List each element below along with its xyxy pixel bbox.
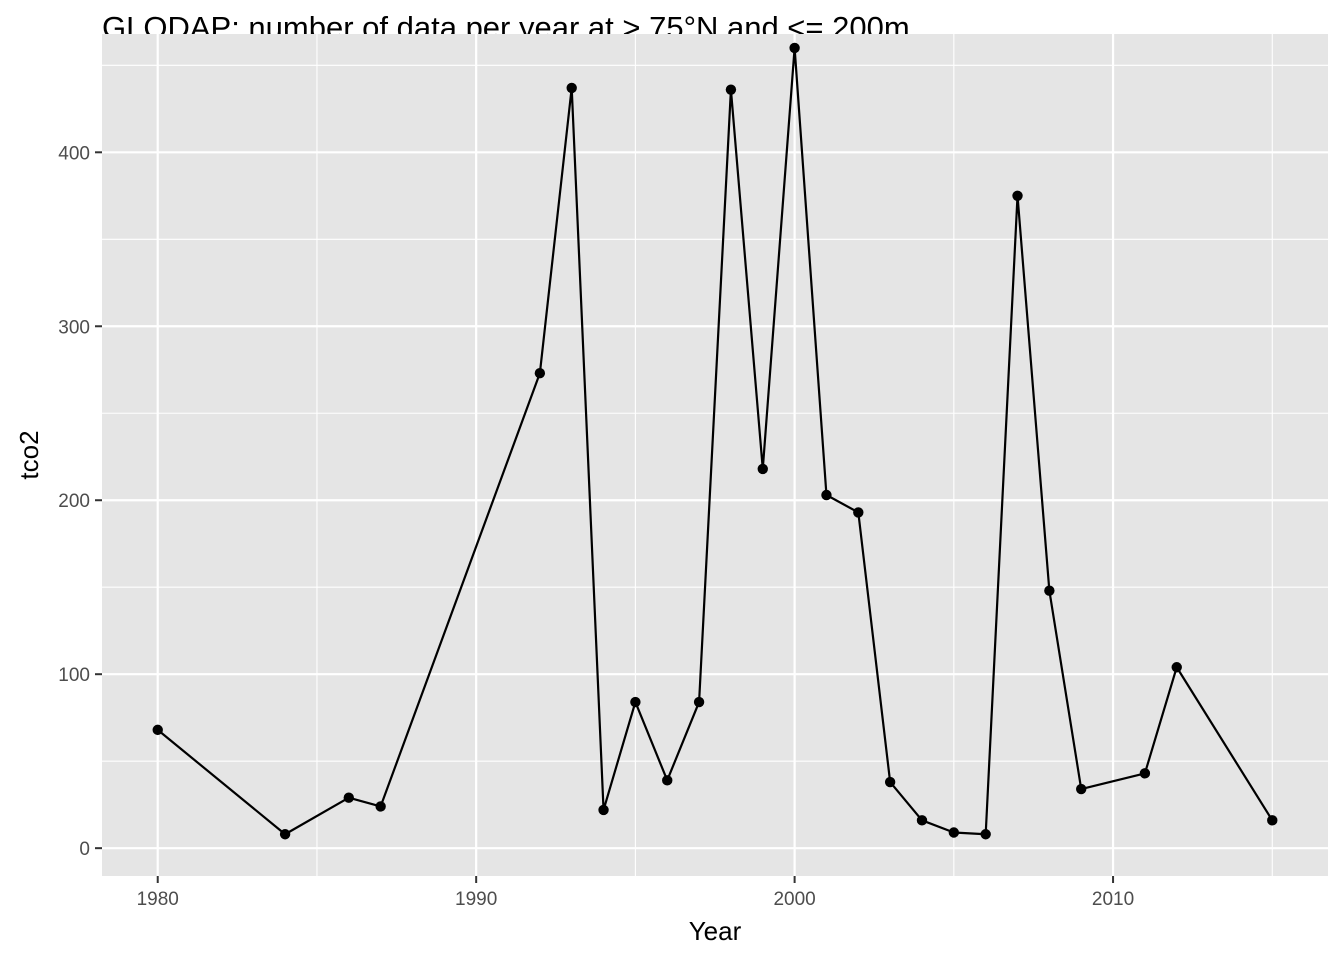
data-point bbox=[279, 829, 291, 840]
major-gridlines bbox=[102, 34, 1328, 876]
x-axis: 1980 1990 2000 2010 bbox=[137, 876, 1134, 910]
data-point bbox=[566, 82, 577, 94]
x-tick-label: 1990 bbox=[455, 889, 497, 910]
data-point bbox=[789, 42, 800, 54]
data-point bbox=[343, 792, 354, 803]
data-point bbox=[725, 84, 737, 95]
data-point bbox=[662, 775, 673, 786]
y-axis-title: tco2 bbox=[14, 430, 44, 479]
data-point bbox=[534, 368, 546, 379]
data-point bbox=[152, 724, 163, 736]
x-tick-label: 1980 bbox=[137, 889, 179, 910]
data-points bbox=[152, 42, 1278, 840]
data-point bbox=[375, 801, 386, 812]
data-point bbox=[1012, 190, 1023, 201]
data-point bbox=[821, 489, 832, 501]
data-point bbox=[853, 507, 864, 518]
data-point bbox=[630, 696, 641, 708]
y-tick-label: 0 bbox=[79, 839, 90, 860]
data-point bbox=[757, 463, 768, 475]
data-point bbox=[916, 815, 928, 826]
data-point bbox=[693, 696, 705, 708]
data-point bbox=[980, 829, 991, 840]
y-tick-label: 400 bbox=[58, 143, 90, 164]
data-point bbox=[884, 776, 896, 788]
x-tick-label: 2010 bbox=[1092, 889, 1134, 910]
data-point bbox=[1139, 768, 1151, 779]
y-tick-label: 100 bbox=[58, 665, 90, 686]
data-point bbox=[598, 804, 609, 816]
minor-gridlines bbox=[102, 34, 1328, 876]
y-axis: 0 100 200 300 400 bbox=[58, 143, 102, 860]
x-tick-label: 2000 bbox=[773, 889, 815, 910]
y-tick-label: 300 bbox=[58, 317, 90, 338]
data-point bbox=[1267, 815, 1278, 826]
plot-panel bbox=[102, 34, 1328, 876]
y-tick-label: 200 bbox=[58, 491, 90, 512]
data-point bbox=[1171, 662, 1182, 673]
data-point bbox=[1044, 585, 1055, 596]
data-point bbox=[948, 827, 960, 838]
x-axis-title: Year bbox=[689, 916, 742, 946]
data-point bbox=[1076, 783, 1087, 795]
